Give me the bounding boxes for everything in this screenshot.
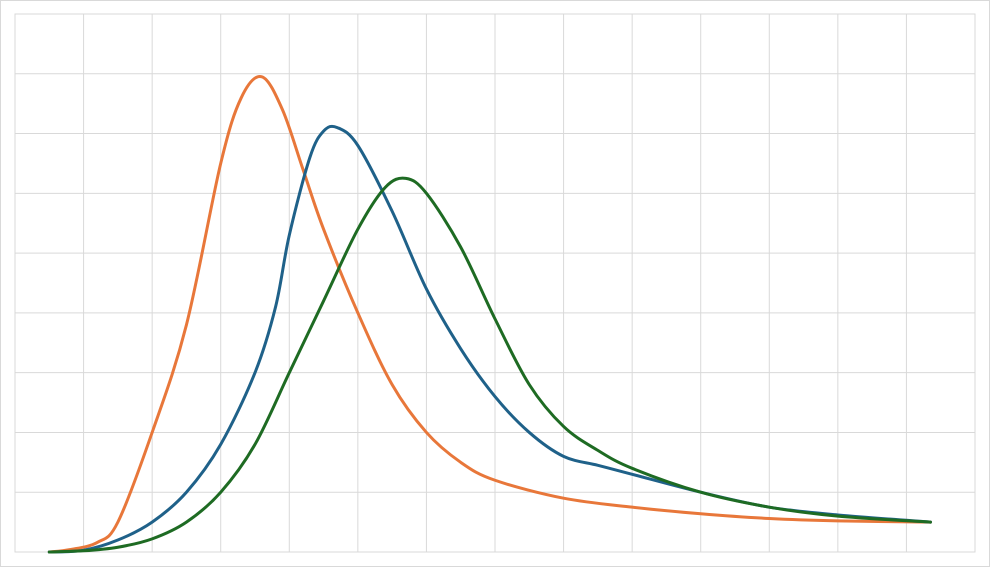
gridlines: [15, 14, 975, 552]
series-line-2: [47, 124, 932, 554]
series-line-3: [47, 176, 932, 554]
series-line-1: [47, 75, 932, 554]
series-layer: [47, 75, 932, 554]
